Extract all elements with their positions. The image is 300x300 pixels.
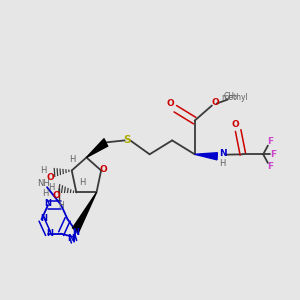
Text: methyl: methyl <box>221 93 248 102</box>
Text: O: O <box>232 120 239 129</box>
Text: H: H <box>48 183 55 192</box>
Text: O: O <box>167 100 175 109</box>
Text: CH₃: CH₃ <box>224 92 238 101</box>
Polygon shape <box>195 153 218 160</box>
Text: F: F <box>270 150 276 159</box>
Polygon shape <box>86 139 108 158</box>
Text: N: N <box>219 149 227 158</box>
Text: H: H <box>219 159 226 168</box>
Text: O: O <box>99 165 107 174</box>
Text: H: H <box>42 189 49 198</box>
Text: H: H <box>70 155 76 164</box>
Text: N: N <box>40 214 47 223</box>
Text: NH: NH <box>37 179 50 188</box>
Text: O: O <box>52 191 60 200</box>
Text: O: O <box>46 173 54 182</box>
Text: S: S <box>123 135 131 146</box>
Text: H: H <box>80 178 86 187</box>
Text: F: F <box>267 163 273 172</box>
Text: O: O <box>212 98 220 107</box>
Text: N: N <box>72 228 79 237</box>
Text: H: H <box>40 166 47 175</box>
Text: H: H <box>58 201 64 210</box>
Text: N: N <box>44 199 52 208</box>
Text: N: N <box>68 234 74 243</box>
Text: F: F <box>267 137 273 146</box>
Polygon shape <box>73 193 97 233</box>
Text: N: N <box>46 229 53 238</box>
